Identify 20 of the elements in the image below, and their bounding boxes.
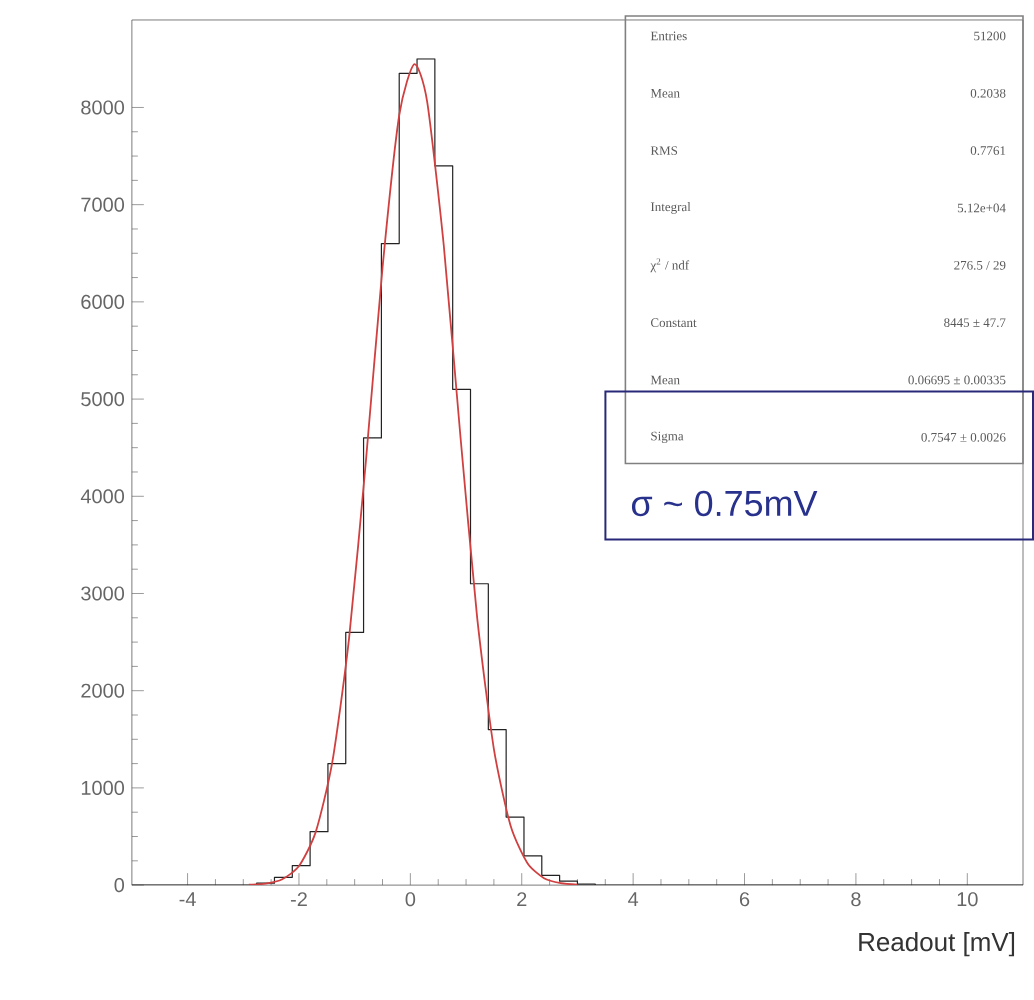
annotation: σ ~ 0.75mV — [631, 491, 818, 517]
y-tick-label: 4000 — [80, 489, 125, 504]
x-tick-label: 2 — [517, 892, 527, 907]
x-tick-label: -2 — [290, 892, 307, 907]
x-axis-title: Readout [mV] — [859, 932, 1015, 957]
x-tick-label: 8 — [851, 892, 861, 907]
y-tick-label: 3000 — [81, 586, 125, 602]
x-tick-label: -4 — [179, 892, 196, 907]
y-tick-label: 2000 — [81, 684, 125, 699]
y-tick-label: 8000 — [81, 100, 125, 116]
y-tick-label: 6000 — [81, 295, 125, 310]
y-tick-label: 5000 — [81, 392, 125, 407]
line-series — [247, 63, 579, 886]
x-tick-label: 4 — [628, 892, 639, 907]
y-tick-label: 7000 — [81, 198, 125, 213]
y-tick-label: 1000 — [81, 781, 125, 796]
x-tick-label: 10 — [957, 892, 978, 907]
x-tick-label: 0 — [405, 892, 416, 907]
x-tick-label: 6 — [739, 892, 750, 907]
y-tick-label: 0 — [114, 878, 125, 893]
